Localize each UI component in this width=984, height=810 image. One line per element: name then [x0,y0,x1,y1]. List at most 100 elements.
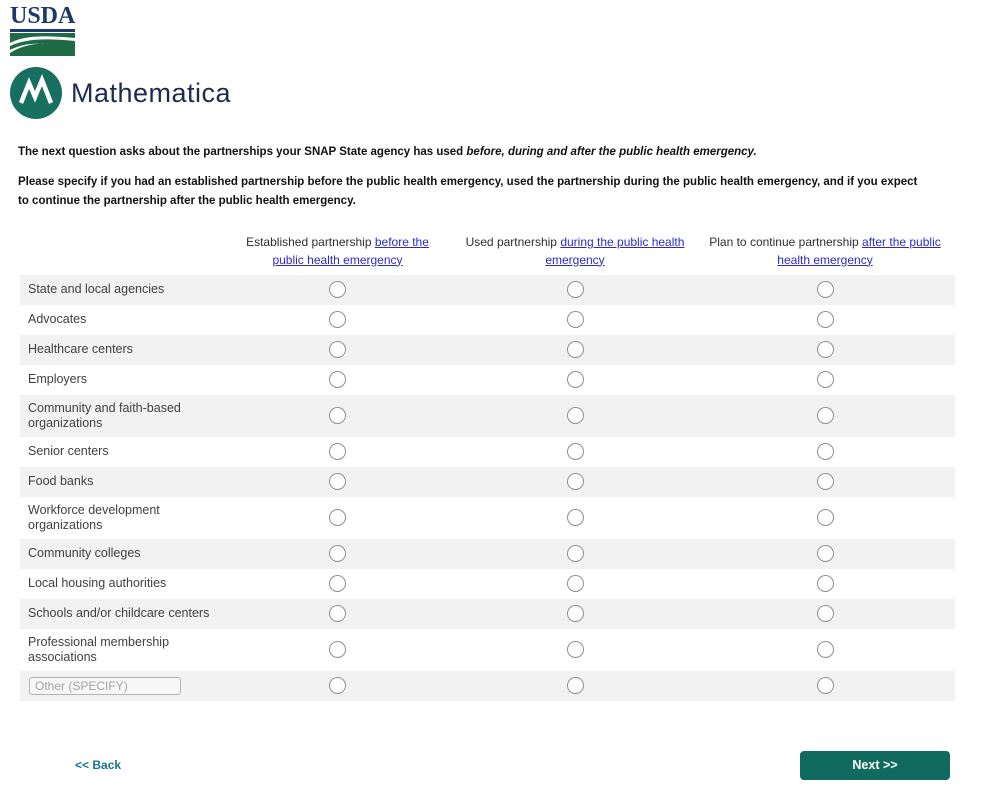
during-cell [455,641,695,659]
radio-before[interactable] [329,641,346,659]
after-cell [695,641,955,659]
after-cell [695,509,955,527]
during-cell [455,509,695,527]
radio-during[interactable] [566,311,584,329]
before-cell [220,281,455,299]
header-spacer [20,250,220,254]
table-row: State and local agencies [20,274,955,305]
table-header-row: Established partnership before the publi… [20,232,955,271]
next-button[interactable]: Next >> [800,750,950,780]
radio-during[interactable] [566,371,584,389]
row-label: Senior centers [28,444,109,459]
radio-after[interactable] [816,371,834,389]
after-cell [695,407,955,425]
radio-other-before[interactable] [329,677,346,695]
after-cell [695,443,955,461]
other-during-cell [455,677,695,695]
after-cell [695,311,955,329]
usda-logo: USDA [10,4,76,56]
radio-before[interactable] [329,473,346,491]
usda-logo-text: USDA [10,4,76,32]
during-cell [455,281,695,299]
radio-during[interactable] [566,575,584,593]
before-cell [220,509,455,527]
radio-other-during[interactable] [566,677,584,695]
radio-before[interactable] [329,341,346,359]
radio-after[interactable] [816,407,834,425]
radio-during[interactable] [566,473,584,491]
after-cell [695,371,955,389]
other-after-cell [695,677,955,695]
during-phe-link[interactable]: during the public health emergency [545,235,685,267]
intro-paragraph-2: Please specify if you had an established… [18,176,918,207]
radio-before[interactable] [329,311,346,329]
radio-before[interactable] [329,509,346,527]
before-phe-link[interactable]: before the public health emergency [272,235,429,267]
column-header-after-prefix: Plan to continue partnership [709,235,863,250]
radio-after[interactable] [816,605,834,623]
radio-before[interactable] [329,545,346,563]
before-cell [220,473,455,491]
radio-after[interactable] [816,509,834,527]
radio-before[interactable] [329,605,346,623]
partnership-matrix: Established partnership before the publi… [20,232,955,701]
table-row: Professional membership associations [20,629,955,671]
back-link[interactable]: << Back [75,758,122,773]
nav-row: << Back Next >> [0,750,984,780]
radio-other-after[interactable] [816,677,834,695]
radio-before[interactable] [329,575,346,593]
before-cell [220,605,455,623]
radio-before[interactable] [329,371,346,389]
row-label: State and local agencies [28,282,165,297]
radio-after[interactable] [816,575,834,593]
radio-before[interactable] [329,281,346,299]
after-cell [695,545,955,563]
radio-during[interactable] [566,443,584,461]
radio-during[interactable] [566,407,584,425]
table-row: Community colleges [20,538,955,569]
during-cell [455,545,695,563]
row-label: Community colleges [28,546,141,561]
radio-after[interactable] [816,341,834,359]
radio-after[interactable] [816,281,834,299]
intro-paragraph-1: The next question asks about the partner… [18,143,928,161]
radio-after[interactable] [816,641,834,659]
mathematica-m-icon [10,67,62,119]
table-row: Community and faith-based organizations [20,394,955,437]
usda-field-icon [10,33,75,56]
radio-before[interactable] [329,407,346,425]
during-cell [455,575,695,593]
intro-text: The next question asks about the partner… [18,143,928,210]
after-cell [695,281,955,299]
radio-before[interactable] [329,443,346,461]
table-row: Employers [20,365,955,395]
radio-during[interactable] [566,605,584,623]
row-label: Advocates [28,312,87,327]
before-cell [220,311,455,329]
radio-after[interactable] [816,473,834,491]
radio-during[interactable] [566,545,584,563]
radio-during[interactable] [566,509,584,527]
radio-after[interactable] [816,443,834,461]
other-specify-input[interactable] [29,676,181,695]
before-cell [220,371,455,389]
radio-during[interactable] [566,641,584,659]
radio-after[interactable] [816,311,834,329]
row-label: Local housing authorities [28,576,167,591]
table-row: Workforce development organizations [20,497,955,539]
column-header-before-prefix: Established partnership [246,235,375,250]
radio-after[interactable] [816,545,834,563]
column-header-after: Plan to continue partnership after the p… [695,232,955,271]
radio-during[interactable] [566,341,584,359]
during-cell [455,473,695,491]
radio-during[interactable] [566,281,584,299]
before-cell [220,341,455,359]
table-row: Local housing authorities [20,569,955,599]
row-label: Professional membership associations [28,634,170,664]
after-phe-link[interactable]: after the public health emergency [777,235,941,267]
during-cell [455,341,695,359]
mathematica-logo: Mathematica [10,67,984,119]
before-cell [220,407,455,425]
other-row-label-cell [20,671,220,701]
